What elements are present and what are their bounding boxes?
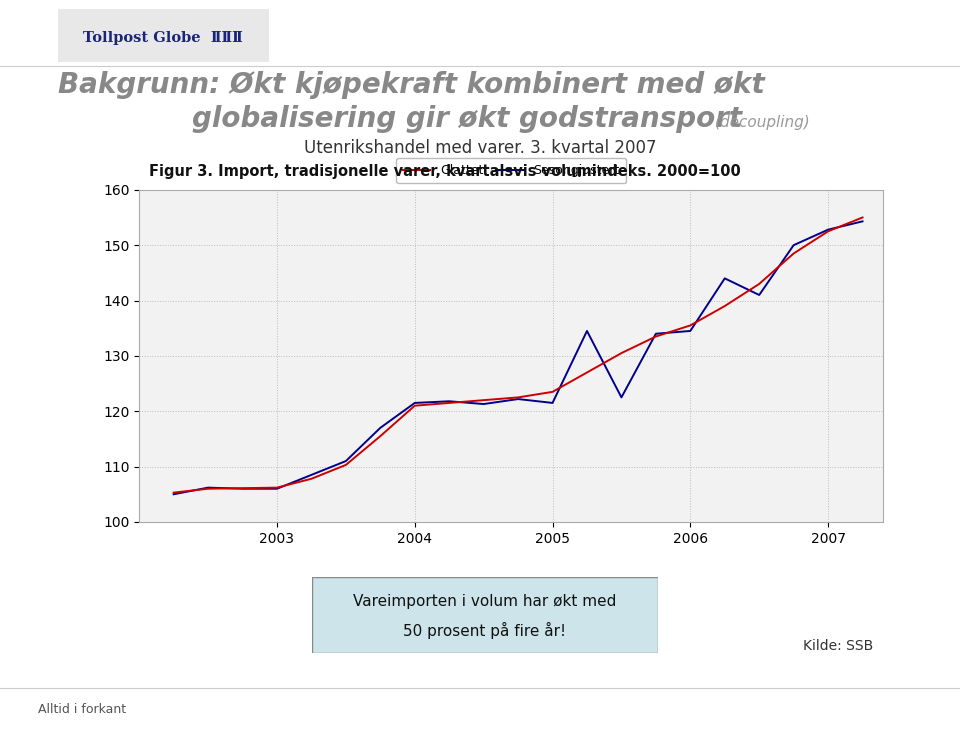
Glattet bbox=[305, 474, 317, 483]
Sesongjustert bbox=[305, 471, 317, 480]
Sesongjustert bbox=[444, 397, 455, 406]
Text: Kilde: SSB: Kilde: SSB bbox=[804, 639, 874, 653]
Text: globalisering gir økt godstransport: globalisering gir økt godstransport bbox=[192, 105, 742, 133]
Sesongjustert bbox=[754, 291, 765, 299]
Glattet bbox=[272, 483, 283, 492]
Glattet bbox=[168, 488, 180, 497]
Legend: Glattet, Sesongjustert: Glattet, Sesongjustert bbox=[396, 158, 626, 183]
Sesongjustert bbox=[168, 490, 180, 499]
Text: Tollpost Globe  ⅡⅡⅡ: Tollpost Globe ⅡⅡⅡ bbox=[84, 31, 243, 45]
Glattet bbox=[719, 301, 731, 310]
Sesongjustert bbox=[478, 399, 490, 408]
Glattet bbox=[237, 484, 249, 493]
Sesongjustert bbox=[650, 329, 661, 338]
Sesongjustert bbox=[581, 326, 592, 335]
Sesongjustert bbox=[237, 485, 249, 493]
Text: (decoupling): (decoupling) bbox=[715, 115, 811, 130]
FancyBboxPatch shape bbox=[312, 577, 658, 653]
Glattet bbox=[650, 332, 661, 341]
Sesongjustert bbox=[374, 423, 386, 432]
Glattet bbox=[754, 280, 765, 288]
Text: Alltid i forkant: Alltid i forkant bbox=[38, 703, 127, 716]
Text: Figur 3. Import, tradisjonelle varer, kvartalsvis volumindeks. 2000=100: Figur 3. Import, tradisjonelle varer, kv… bbox=[149, 164, 740, 179]
Sesongjustert bbox=[788, 241, 800, 250]
Sesongjustert bbox=[684, 326, 696, 335]
Sesongjustert bbox=[547, 399, 559, 407]
Glattet bbox=[788, 249, 800, 258]
Glattet bbox=[856, 213, 868, 222]
Sesongjustert bbox=[719, 274, 731, 283]
Text: Bakgrunn: Økt kjøpekraft kombinert med økt: Bakgrunn: Økt kjøpekraft kombinert med ø… bbox=[58, 71, 764, 99]
Glattet bbox=[478, 396, 490, 404]
Glattet bbox=[513, 393, 524, 402]
Glattet bbox=[444, 399, 455, 407]
Text: Utenrikshandel med varer. 3. kvartal 2007: Utenrikshandel med varer. 3. kvartal 200… bbox=[303, 139, 657, 157]
Glattet bbox=[615, 349, 627, 358]
Sesongjustert bbox=[409, 399, 420, 407]
Sesongjustert bbox=[513, 395, 524, 404]
Glattet bbox=[684, 321, 696, 330]
Glattet bbox=[581, 368, 592, 377]
Glattet bbox=[374, 431, 386, 440]
Text: Vareimporten i volum har økt med: Vareimporten i volum har økt med bbox=[353, 593, 616, 609]
Sesongjustert bbox=[272, 485, 283, 493]
Sesongjustert bbox=[615, 393, 627, 402]
Text: 50 prosent på fire år!: 50 prosent på fire år! bbox=[403, 622, 566, 639]
Sesongjustert bbox=[340, 457, 351, 466]
Glattet bbox=[203, 485, 214, 493]
Sesongjustert bbox=[856, 217, 868, 226]
Sesongjustert bbox=[203, 483, 214, 492]
Line: Sesongjustert: Sesongjustert bbox=[174, 221, 862, 494]
Line: Glattet: Glattet bbox=[174, 218, 862, 493]
Glattet bbox=[823, 227, 834, 236]
Glattet bbox=[547, 388, 559, 396]
Glattet bbox=[340, 461, 351, 469]
FancyBboxPatch shape bbox=[47, 7, 279, 65]
Sesongjustert bbox=[823, 226, 834, 234]
Glattet bbox=[409, 402, 420, 410]
